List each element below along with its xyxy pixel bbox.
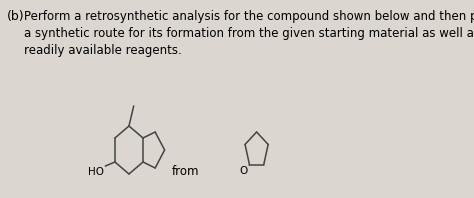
Text: from: from [172, 165, 200, 178]
Text: HO: HO [88, 167, 104, 177]
Text: (b): (b) [7, 10, 24, 23]
Text: Perform a retrosynthetic analysis for the compound shown below and then propose: Perform a retrosynthetic analysis for th… [24, 10, 474, 23]
Text: O: O [239, 166, 247, 176]
Text: readily available reagents.: readily available reagents. [24, 44, 182, 57]
Text: a synthetic route for its formation from the given starting material as well as : a synthetic route for its formation from… [24, 27, 474, 40]
